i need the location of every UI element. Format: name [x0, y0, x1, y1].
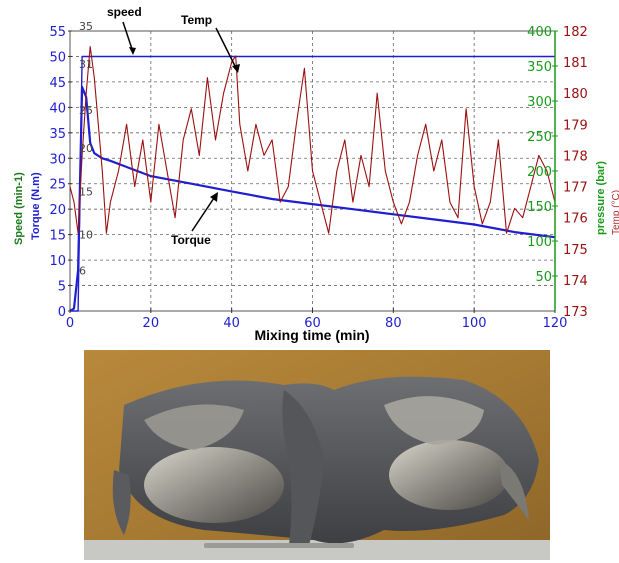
x-tick-label: 0 [66, 316, 74, 331]
x-tick-label: 120 [543, 316, 568, 331]
temp-tick-label: 179 [563, 118, 588, 133]
y-tick-label: 25 [49, 178, 66, 193]
inner-axis-ticks: 35 31 25 20 15 10 6 [79, 20, 93, 277]
speed-axis-label: Speed (min-1) [13, 172, 25, 245]
inner-tick-label: 35 [79, 20, 93, 33]
annotation-speed: speed [107, 5, 142, 19]
pressure-axis-label: pressure (bar) [595, 161, 607, 235]
y-tick-label: 20 [49, 203, 66, 218]
right-rotor [389, 440, 509, 510]
y-tick-label: 40 [49, 101, 66, 116]
temp-tick-label: 177 [563, 181, 588, 196]
mixer-rotor-photo [84, 350, 550, 560]
pressure-tick-label: 100 [527, 235, 552, 250]
left-rotor [144, 447, 284, 523]
x-tick-label: 80 [385, 316, 402, 331]
y-tick-label: 0 [58, 305, 66, 320]
x-tick-label: 60 [304, 316, 321, 331]
annotation-torque-arrow [191, 194, 217, 232]
series-temp [69, 46, 556, 234]
center-rubber-strand [282, 390, 324, 545]
pressure-axis-ticks: 50 100 150 200 250 300 350 400 [527, 25, 558, 285]
y-tick-label: 50 [49, 50, 66, 65]
temp-tick-label: 173 [563, 305, 588, 320]
annotation-torque-arrowhead [210, 192, 218, 202]
pressure-tick-label: 400 [527, 25, 552, 40]
pressure-tick-label: 250 [527, 130, 552, 145]
left-rotor-blade [144, 404, 244, 450]
inner-tick-label: 10 [79, 229, 93, 242]
x-tick-label: 100 [462, 316, 487, 331]
y-tick-label: 55 [49, 25, 66, 40]
temp-tick-label: 175 [563, 243, 588, 258]
inner-tick-label: 20 [79, 142, 93, 155]
y-tick-label: 45 [49, 76, 66, 91]
temp-axis-label: Temp (°C) [611, 190, 619, 235]
pressure-tick-label: 200 [527, 165, 552, 180]
y-tick-label: 10 [49, 254, 66, 269]
pressure-tick-label: 350 [527, 60, 552, 75]
annotation-temp: Temp [181, 13, 212, 27]
mixing-chart: 0 5 10 15 20 25 30 35 40 45 50 55 35 31 25 20 15 10 6 50 1… [13, 5, 619, 343]
annotation-temp-arrow [215, 27, 238, 71]
temp-axis-ticks: 173 174 175 176 177 178 179 180 181 182 [563, 25, 588, 320]
pressure-tick-label: 300 [527, 95, 552, 110]
temp-tick-label: 181 [563, 56, 588, 71]
inner-tick-label: 25 [79, 104, 93, 117]
temp-tick-label: 182 [563, 25, 588, 40]
temp-tick-label: 174 [563, 274, 588, 289]
temp-tick-label: 178 [563, 149, 588, 164]
x-tick-label: 20 [143, 316, 160, 331]
bench-surface [84, 540, 550, 560]
series-torque [69, 85, 556, 312]
chart-series [69, 46, 556, 312]
inner-tick-label: 31 [79, 58, 93, 71]
annotation-torque: Torque [171, 233, 211, 247]
annotation-speed-arrowhead [129, 47, 136, 55]
x-axis-label: Mixing time (min) [254, 327, 369, 343]
rotor-tip [499, 460, 529, 520]
torque-axis-label: Torque (N.m) [30, 172, 42, 240]
pressure-tick-label: 150 [527, 200, 552, 215]
temp-tick-label: 176 [563, 212, 588, 227]
y-tick-label: 30 [49, 152, 66, 167]
inner-tick-label: 6 [79, 264, 86, 277]
inner-tick-label: 15 [79, 185, 93, 198]
rubber-flap [112, 470, 131, 535]
y-tick-label: 35 [49, 127, 66, 142]
pressure-tick-label: 50 [535, 270, 552, 285]
bench-rail [204, 543, 354, 548]
annotation-temp-arrowhead [232, 64, 240, 73]
y-tick-label: 5 [58, 280, 66, 295]
x-tick-label: 40 [223, 316, 240, 331]
y-tick-label: 15 [49, 229, 66, 244]
speed-torque-axis-ticks: 0 5 10 15 20 25 30 35 40 45 50 55 [49, 25, 72, 320]
temp-tick-label: 180 [563, 87, 588, 102]
x-axis-ticks: 0 20 40 60 80 100 120 [66, 308, 568, 331]
right-rotor-blade [384, 396, 484, 445]
annotation-speed-arrow [122, 21, 134, 53]
